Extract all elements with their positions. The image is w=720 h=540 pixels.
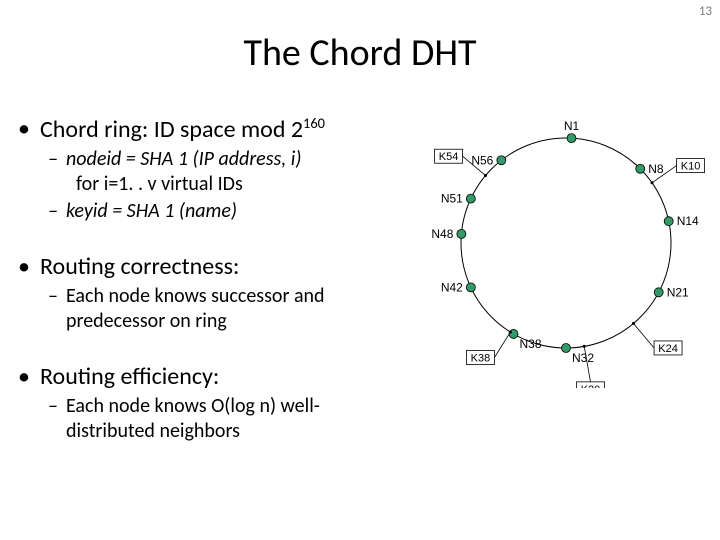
node-label: N21 xyxy=(667,285,689,299)
ring-node xyxy=(654,288,663,297)
node-label: N48 xyxy=(431,227,453,241)
key-anchor xyxy=(632,322,635,325)
node-label: N56 xyxy=(471,153,493,167)
node-label: N1 xyxy=(564,119,580,133)
node-label: N51 xyxy=(441,192,463,206)
key-anchor xyxy=(509,331,512,334)
node-label: N38 xyxy=(520,337,542,351)
key-label: K24 xyxy=(658,343,678,355)
page-number: 13 xyxy=(699,4,712,19)
bullet-3: Routing efficiency: xyxy=(18,362,398,392)
node-label: N8 xyxy=(648,162,664,176)
key-anchor xyxy=(583,345,586,348)
node-label: N42 xyxy=(441,280,463,294)
ring-node xyxy=(664,217,673,226)
ring-node xyxy=(497,156,506,165)
bullet-1-text: Chord ring: ID space mod 2 xyxy=(40,115,303,144)
bullet-1-exp: 160 xyxy=(303,114,325,132)
key-label: K10 xyxy=(681,161,701,173)
ring-node xyxy=(567,134,576,143)
bullet-1a: nodeid = SHA 1 (IP address, i) xyxy=(18,147,398,172)
key-connector xyxy=(633,323,654,348)
key-label: K54 xyxy=(439,151,459,163)
slide-container: 13 The Chord DHT Chord ring: ID space mo… xyxy=(0,0,720,540)
key-label: K30 xyxy=(581,384,601,388)
ring-node xyxy=(636,164,645,173)
bullet-1: Chord ring: ID space mod 2160 xyxy=(18,114,398,145)
bullet-2a: Each node knows successor and predecesso… xyxy=(18,284,398,334)
key-anchor xyxy=(484,174,487,177)
ring-node xyxy=(466,194,475,203)
node-label: N14 xyxy=(677,214,699,228)
bullet-content: Chord ring: ID space mod 2160 nodeid = S… xyxy=(18,100,398,444)
bullet-2: Routing correctness: xyxy=(18,252,398,282)
ring-node xyxy=(466,283,475,292)
bullet-3a: Each node knows O(log n) well-distribute… xyxy=(18,394,398,444)
key-label: K38 xyxy=(471,352,491,364)
chord-ring-diagram: N1 N8 N14 N21 N32 N38 N42 N48 N51 N56 K10 K24 K30 K38… xyxy=(416,88,716,388)
ring-node xyxy=(562,344,571,353)
slide-title: The Chord DHT xyxy=(0,30,720,76)
ring-node xyxy=(457,229,466,238)
key-connector xyxy=(494,332,510,357)
bullet-1b: keyid = SHA 1 (name) xyxy=(18,199,398,224)
node-label: N32 xyxy=(572,351,594,365)
bullet-1a-cont: for i=1. . v virtual IDs xyxy=(18,172,398,197)
key-anchor xyxy=(651,181,654,184)
